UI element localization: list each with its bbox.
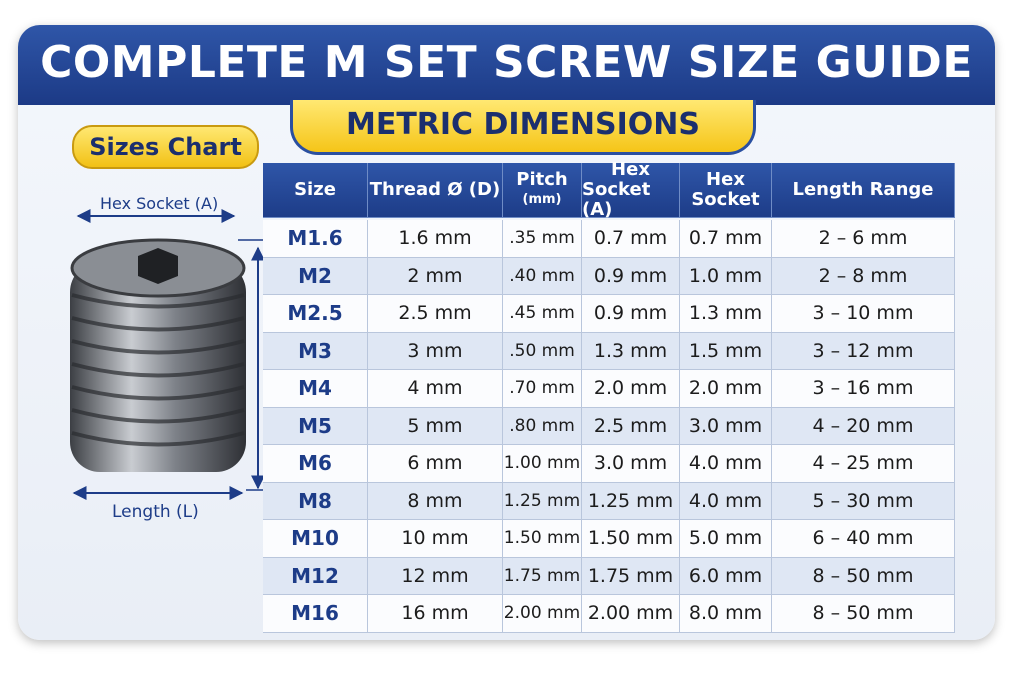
column-header: Length Range [772, 163, 955, 218]
table-cell: 3 – 12 mm [772, 332, 955, 370]
table-cell: .80 mm [503, 407, 582, 445]
table-cell: 6 – 40 mm [772, 520, 955, 558]
header-line: Pitch [516, 169, 568, 190]
table-cell: 5 mm [368, 407, 503, 445]
table-cell: 4 – 20 mm [772, 407, 955, 445]
column-header: Pitch (mm) [503, 163, 582, 218]
table-cell: 2.0 mm [582, 370, 680, 408]
size-cell: M5 [263, 407, 368, 445]
table-cell: 1.50 mm [503, 520, 582, 558]
header-line: Thread Ø (D) [369, 179, 501, 200]
table-cell: 2.0 mm [680, 370, 772, 408]
table-cell: 1.25 mm [503, 482, 582, 520]
header-line: Size [294, 179, 336, 200]
screw-illustration [70, 209, 268, 500]
size-cell: M10 [263, 520, 368, 558]
table-cell: 2.00 mm [582, 595, 680, 633]
table-cell: 6.0 mm [680, 557, 772, 595]
table-cell: 0.9 mm [582, 257, 680, 295]
table-cell: 2 – 6 mm [772, 220, 955, 258]
size-cell: M4 [263, 370, 368, 408]
table-cell: .40 mm [503, 257, 582, 295]
table-cell: 2.5 mm [368, 295, 503, 333]
table-cell: 1.3 mm [582, 332, 680, 370]
column-header: Hex Socket (A) [582, 159, 680, 220]
table-cell: .50 mm [503, 332, 582, 370]
header-line: (mm) [522, 192, 562, 207]
table-cell: 2 – 8 mm [772, 257, 955, 295]
table-cell: 1.3 mm [680, 295, 772, 333]
table-cell: 8 – 50 mm [772, 557, 955, 595]
table-cell: 0.9 mm [582, 295, 680, 333]
table-cell: 2.5 mm [582, 407, 680, 445]
table-cell: 1.5 mm [680, 332, 772, 370]
table-cell: .70 mm [503, 370, 582, 408]
table-cell: 8 – 50 mm [772, 595, 955, 633]
table-cell: 4 mm [368, 370, 503, 408]
table-cell: 2 mm [368, 257, 503, 295]
size-cell: M12 [263, 557, 368, 595]
table-cell: 1.75 mm [503, 557, 582, 595]
title: COMPLETE M SET SCREW SIZE GUIDE [40, 37, 973, 88]
size-cell: M2.5 [263, 295, 368, 333]
table-cell: 1.0 mm [680, 257, 772, 295]
subtitle: METRIC DIMENSIONS [290, 100, 756, 155]
length-label: Length (L) [112, 502, 199, 522]
table-cell: 3 – 16 mm [772, 370, 955, 408]
column-header: Hex Socket [680, 163, 772, 218]
threads [71, 293, 245, 447]
table-cell: .35 mm [503, 220, 582, 258]
table-cell: 8.0 mm [680, 595, 772, 633]
header-line: Length Range [792, 179, 934, 200]
header-line: Socket [691, 189, 760, 210]
hex-label: Hex Socket (A) [100, 194, 219, 213]
table-cell: 1.6 mm [368, 220, 503, 258]
table-cell: 3.0 mm [680, 407, 772, 445]
table-cell: 12 mm [368, 557, 503, 595]
table-cell: 0.7 mm [680, 220, 772, 258]
table-cell: 6 mm [368, 445, 503, 483]
header-line: Socket (A) [582, 179, 651, 220]
table-cell: 2.00 mm [503, 595, 582, 633]
column-header: Size [263, 163, 368, 218]
title-band [18, 25, 995, 105]
header-line: Hex [706, 169, 745, 190]
column-header: Thread Ø (D) [368, 163, 503, 218]
table-cell: 4 – 25 mm [772, 445, 955, 483]
table-cell: 3 – 10 mm [772, 295, 955, 333]
table-cell: 1.25 mm [582, 482, 680, 520]
table-cell: 3.0 mm [582, 445, 680, 483]
table-cell: 8 mm [368, 482, 503, 520]
size-cell: M8 [263, 482, 368, 520]
size-cell: M16 [263, 595, 368, 633]
table-cell: 16 mm [368, 595, 503, 633]
table-cell: 1.00 mm [503, 445, 582, 483]
size-cell: M3 [263, 332, 368, 370]
table-cell: 4.0 mm [680, 482, 772, 520]
size-cell: M2 [263, 257, 368, 295]
table-cell: 4.0 mm [680, 445, 772, 483]
table-cell: 5.0 mm [680, 520, 772, 558]
table-cell: 1.50 mm [582, 520, 680, 558]
badge: Sizes Chart [72, 125, 259, 169]
table-cell: 10 mm [368, 520, 503, 558]
table-cell: 5 – 30 mm [772, 482, 955, 520]
size-cell: M6 [263, 445, 368, 483]
table-cell: 1.75 mm [582, 557, 680, 595]
table-cell: 0.7 mm [582, 220, 680, 258]
size-cell: M1.6 [263, 220, 368, 258]
table-cell: .45 mm [503, 295, 582, 333]
table-cell: 3 mm [368, 332, 503, 370]
header-line: Hex [611, 159, 650, 180]
hex-socket [138, 248, 178, 284]
